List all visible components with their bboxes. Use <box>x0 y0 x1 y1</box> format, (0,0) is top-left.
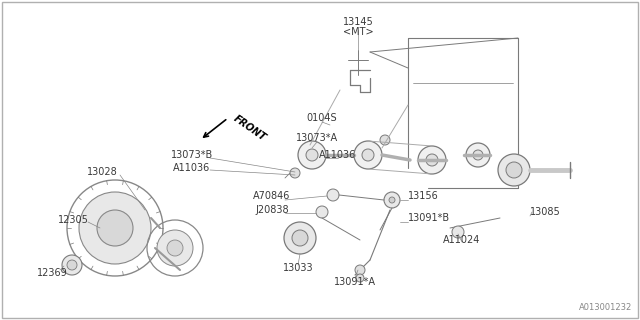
Circle shape <box>389 197 395 203</box>
Text: 13073*B: 13073*B <box>171 150 213 160</box>
Circle shape <box>97 210 133 246</box>
Text: 13145: 13145 <box>342 17 373 27</box>
Text: 0104S: 0104S <box>307 113 337 123</box>
Circle shape <box>354 141 382 169</box>
Text: 13085: 13085 <box>530 207 561 217</box>
Circle shape <box>67 260 77 270</box>
Text: 12369: 12369 <box>36 268 67 278</box>
Circle shape <box>466 143 490 167</box>
Circle shape <box>306 149 318 161</box>
Circle shape <box>157 230 193 266</box>
Text: 13033: 13033 <box>283 263 314 273</box>
Text: 13156: 13156 <box>408 191 439 201</box>
Text: 13091*B: 13091*B <box>408 213 450 223</box>
Circle shape <box>355 265 365 275</box>
Circle shape <box>498 154 530 186</box>
Text: 13028: 13028 <box>86 167 117 177</box>
Circle shape <box>356 274 364 282</box>
Circle shape <box>316 206 328 218</box>
Text: 13073*A: 13073*A <box>296 133 338 143</box>
Circle shape <box>473 150 483 160</box>
Circle shape <box>506 162 522 178</box>
Circle shape <box>452 226 464 238</box>
Text: A70846: A70846 <box>253 191 291 201</box>
Text: 12305: 12305 <box>58 215 88 225</box>
Text: 13091*A: 13091*A <box>334 277 376 287</box>
Circle shape <box>292 230 308 246</box>
Circle shape <box>327 189 339 201</box>
Circle shape <box>79 192 151 264</box>
Text: A11024: A11024 <box>444 235 481 245</box>
Circle shape <box>167 240 183 256</box>
Circle shape <box>284 222 316 254</box>
Circle shape <box>290 168 300 178</box>
Circle shape <box>426 154 438 166</box>
Circle shape <box>380 135 390 145</box>
Text: A11036: A11036 <box>319 150 356 160</box>
Circle shape <box>298 141 326 169</box>
Circle shape <box>362 149 374 161</box>
Text: <MT>: <MT> <box>342 27 373 37</box>
Circle shape <box>62 255 82 275</box>
Text: FRONT: FRONT <box>232 113 268 142</box>
Text: A11036: A11036 <box>173 163 211 173</box>
Circle shape <box>418 146 446 174</box>
Circle shape <box>384 192 400 208</box>
Text: J20838: J20838 <box>255 205 289 215</box>
Text: A013001232: A013001232 <box>579 303 632 312</box>
